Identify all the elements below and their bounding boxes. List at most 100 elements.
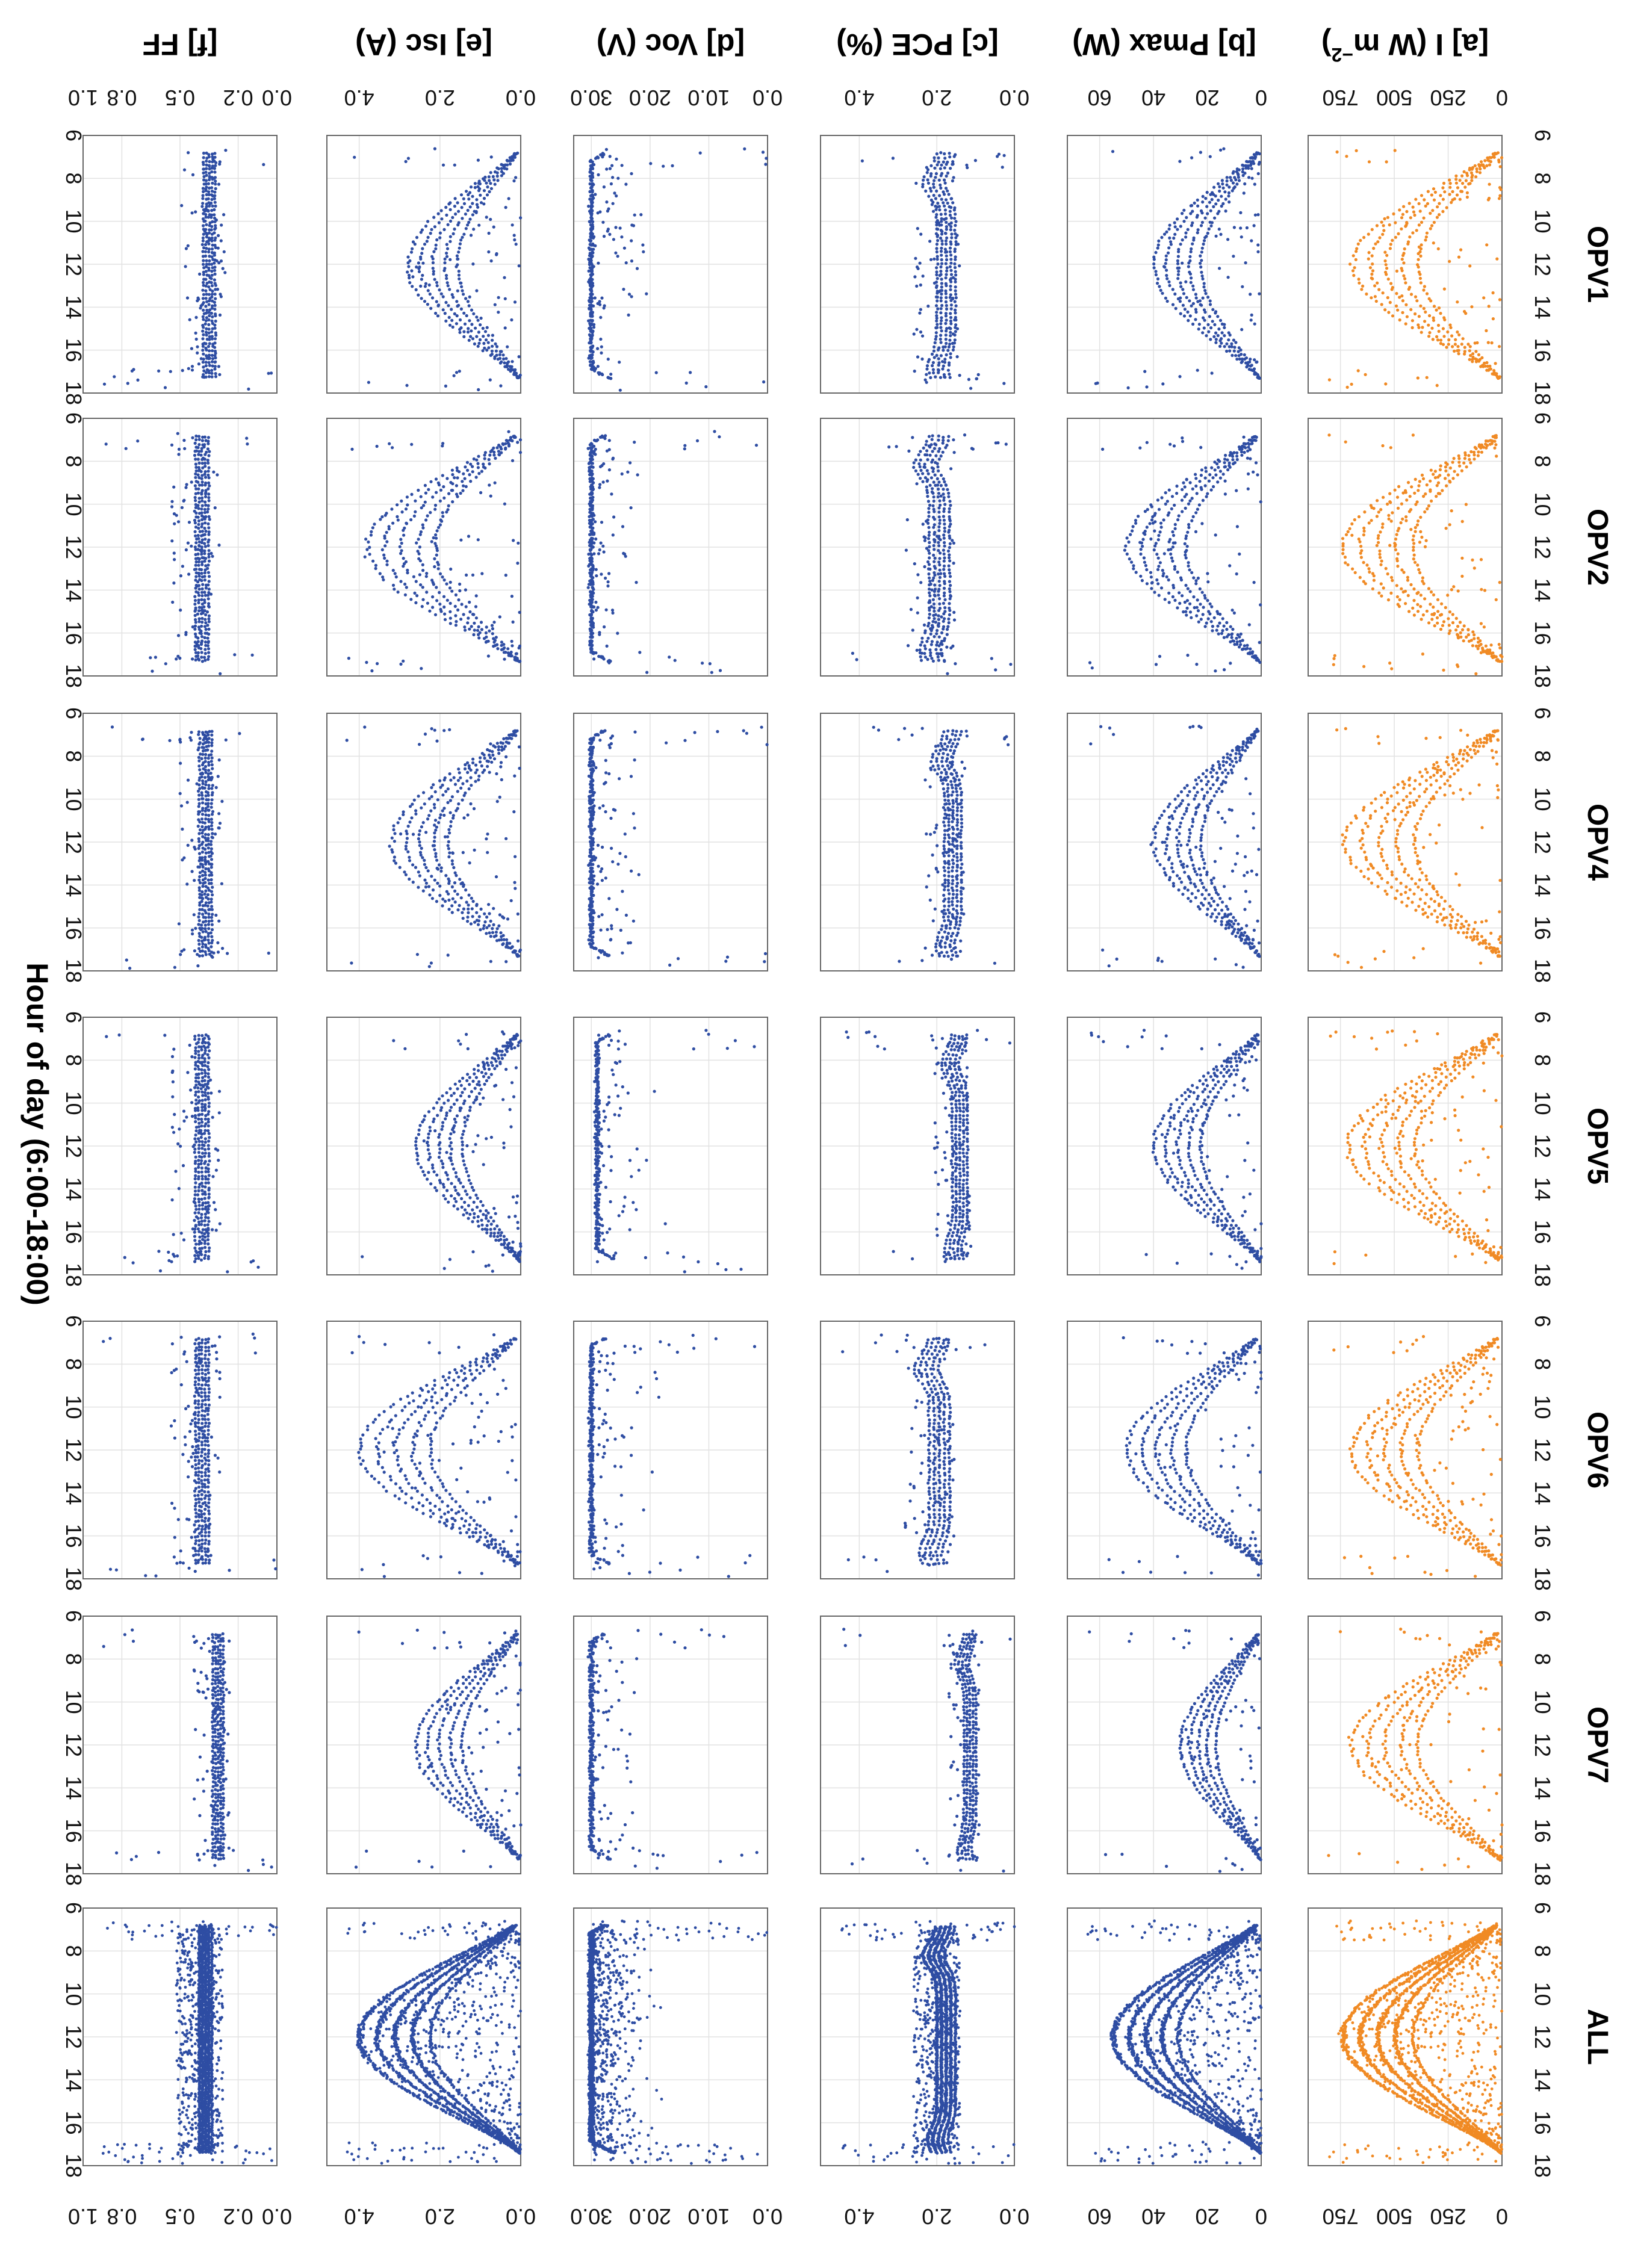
data-point <box>1412 1144 1417 1147</box>
data-point <box>1366 2059 1370 2062</box>
data-point <box>1477 2041 1480 2045</box>
data-point <box>1413 1974 1417 1978</box>
data-point <box>1499 2145 1503 2149</box>
data-point <box>1462 752 1465 756</box>
data-point <box>1476 937 1479 941</box>
data-point <box>1402 261 1406 265</box>
data-point <box>1424 779 1428 782</box>
data-point <box>1354 816 1358 820</box>
data-point <box>1494 1557 1498 1561</box>
data-point <box>1436 1683 1440 1687</box>
data-point <box>1438 902 1441 906</box>
data-point <box>1417 1160 1420 1163</box>
data-point <box>1479 1934 1483 1937</box>
data-point <box>1391 809 1395 813</box>
data-point <box>1445 1826 1449 1830</box>
data-point <box>1413 295 1418 299</box>
data-point <box>1193 201 1196 205</box>
data-point <box>1466 342 1470 346</box>
data-point <box>1482 1052 1486 1055</box>
data-point <box>1477 1053 1481 1057</box>
data-point <box>1365 858 1368 861</box>
data-point <box>1441 2116 1445 2119</box>
data-point <box>1412 1383 1416 1386</box>
data-point <box>1487 1345 1491 1348</box>
data-point <box>1439 1091 1442 1094</box>
data-point <box>1439 775 1443 778</box>
data-point <box>1223 323 1226 326</box>
data-point <box>1418 1443 1421 1447</box>
data-point <box>1361 831 1365 835</box>
data-point <box>1386 277 1390 281</box>
data-point <box>1382 1437 1386 1441</box>
data-point <box>1437 1791 1441 1795</box>
data-point <box>1370 254 1374 258</box>
data-point <box>1472 1232 1476 1235</box>
data-point <box>1408 1977 1412 1981</box>
data-point <box>1488 1952 1491 1956</box>
data-point <box>1366 1109 1370 1112</box>
data-point <box>1464 2081 1468 2084</box>
data-point <box>1397 2146 1400 2150</box>
data-point <box>1454 923 1458 926</box>
data-point <box>1433 1383 1437 1386</box>
data-point <box>1397 604 1401 609</box>
data-point <box>1373 1992 1377 1995</box>
data-point <box>1353 1938 1356 1942</box>
data-point <box>1374 797 1377 801</box>
data-point <box>1425 1810 1429 1814</box>
data-point <box>1462 170 1466 173</box>
data-point <box>1362 560 1365 565</box>
data-point <box>1401 299 1404 303</box>
data-point <box>1460 190 1464 193</box>
data-point <box>1216 315 1220 318</box>
data-point <box>1415 1163 1419 1167</box>
data-point <box>1474 745 1478 748</box>
data-point <box>1485 446 1488 450</box>
data-point <box>1487 1038 1491 1042</box>
data-point <box>1362 1177 1366 1181</box>
data-point <box>1167 488 1171 492</box>
data-point <box>1396 2034 1399 2038</box>
data-point <box>1391 2021 1394 2025</box>
data-point <box>1430 618 1434 621</box>
data-point <box>1478 1049 1482 1052</box>
data-point <box>1417 326 1421 329</box>
data-point <box>1413 1776 1417 1780</box>
data-point <box>1466 633 1470 637</box>
data-point <box>1409 1970 1413 1973</box>
data-point <box>1419 1806 1423 1810</box>
data-point <box>1428 1106 1432 1110</box>
data-point <box>1401 2016 1404 2020</box>
data-point <box>1374 2054 1378 2058</box>
data-point <box>1483 1049 1487 1052</box>
data-point <box>1343 556 1347 559</box>
data-point <box>1436 1494 1439 1498</box>
panel-opv1-a <box>1308 135 1504 394</box>
data-point <box>1214 341 1218 344</box>
data-point <box>1377 1174 1380 1178</box>
data-point <box>1218 189 1221 193</box>
data-point <box>1129 533 1132 536</box>
data-point <box>1421 947 1425 950</box>
data-point <box>1461 1420 1465 1424</box>
data-point <box>1441 1662 1445 1665</box>
data-point <box>1472 637 1476 640</box>
data-point <box>1469 450 1473 454</box>
data-point <box>1412 1972 1416 1975</box>
data-point <box>1442 1394 1446 1398</box>
data-point <box>1420 1724 1424 1728</box>
data-point <box>1467 1930 1470 1933</box>
data-point <box>1453 342 1457 346</box>
data-point <box>1468 1236 1471 1239</box>
data-point <box>1442 1531 1446 1534</box>
data-point <box>1445 462 1449 466</box>
data-point <box>1404 1043 1407 1047</box>
data-point <box>1413 1095 1417 1099</box>
data-point <box>1413 1030 1417 1033</box>
data-point <box>1480 1840 1484 1844</box>
data-point <box>1465 751 1469 755</box>
data-point <box>1158 530 1162 534</box>
data-point <box>1492 369 1496 373</box>
data-point <box>1490 2140 1494 2144</box>
